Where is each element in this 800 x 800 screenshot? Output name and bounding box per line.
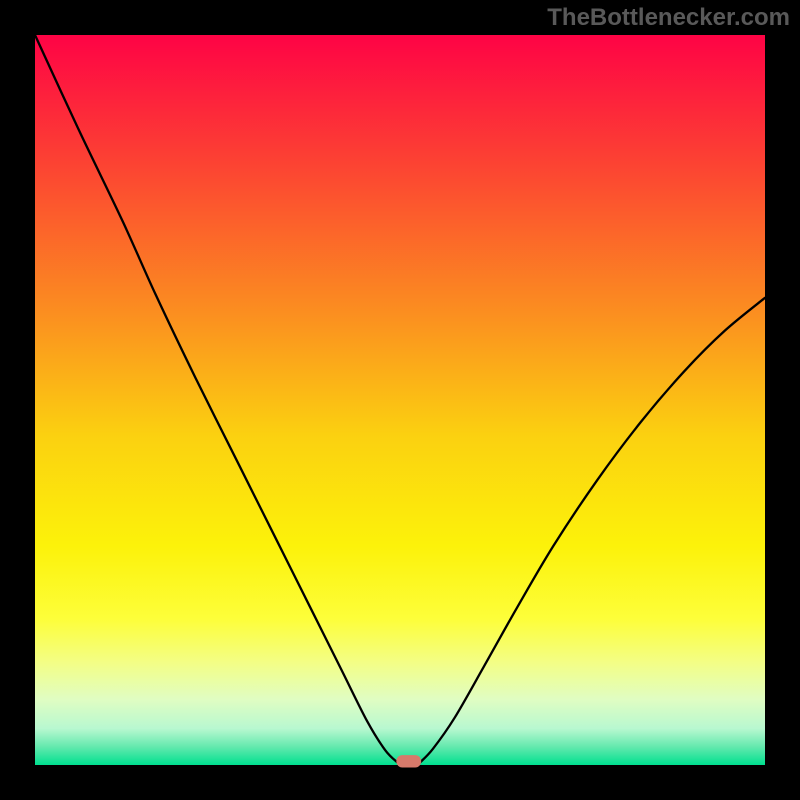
bottleneck-curve-chart <box>0 0 800 800</box>
plot-gradient-background <box>35 35 765 765</box>
watermark-text: TheBottlenecker.com <box>547 4 790 32</box>
minimum-marker <box>396 755 421 767</box>
chart-container: TheBottlenecker.com <box>0 0 800 800</box>
